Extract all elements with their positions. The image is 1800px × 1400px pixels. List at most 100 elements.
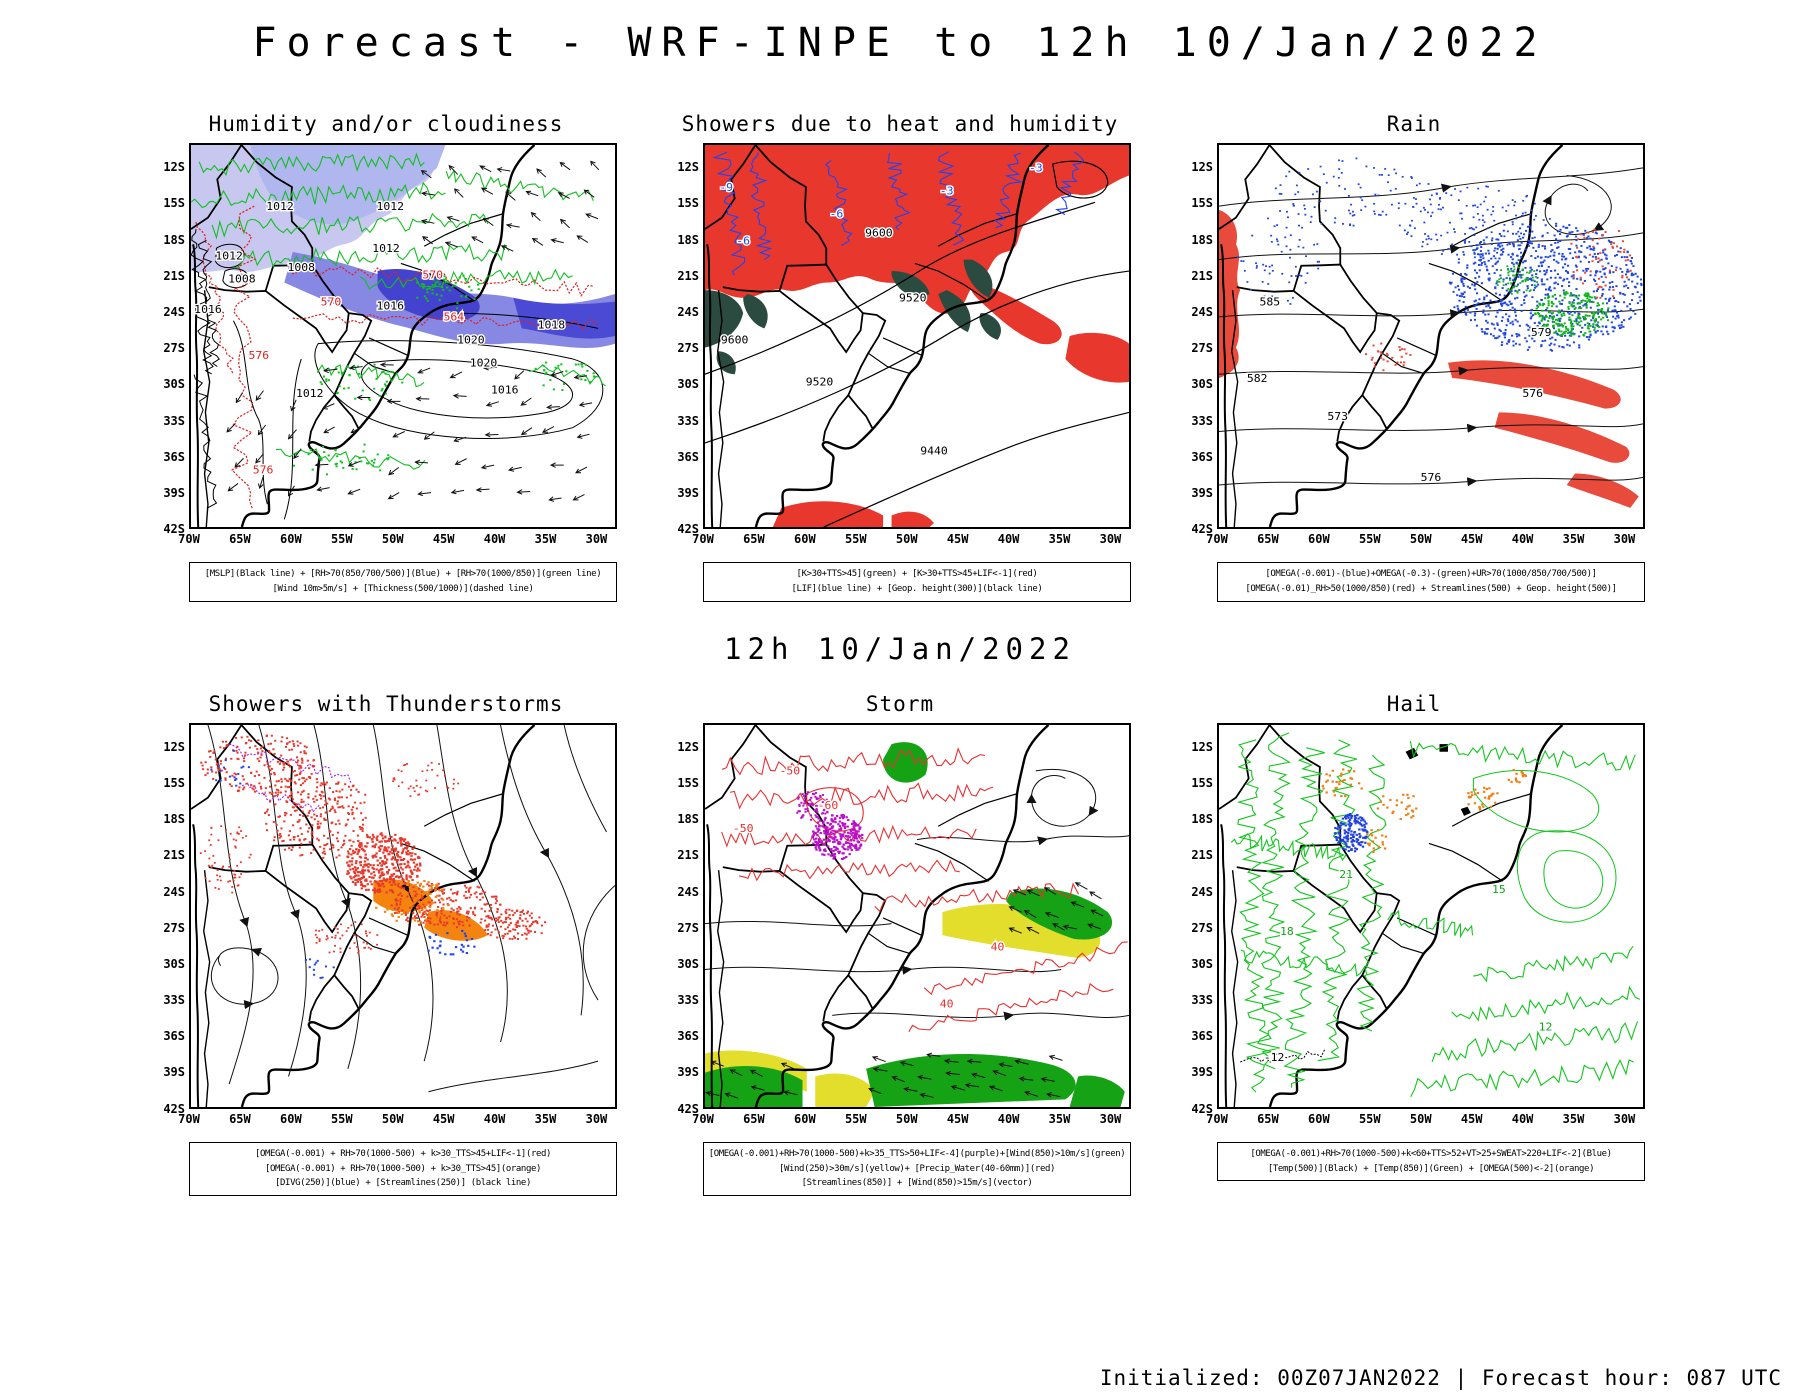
lat-tick-label: 18S bbox=[163, 232, 185, 247]
lon-tick-label: 35W bbox=[1562, 1111, 1585, 1126]
map-canvas: 9600 9600 9520 9520 9440 -3 -6 -3 -6 -9 bbox=[703, 143, 1131, 529]
contour-label: 579 bbox=[1531, 327, 1552, 339]
contour-label: -50 bbox=[779, 765, 800, 777]
lon-tick-label: 70W bbox=[178, 1111, 200, 1126]
longitude-axis: 70W 65W 60W 55W 50W 45W 40W 35W 30W bbox=[1206, 529, 1645, 549]
lon-tick-label: 45W bbox=[1460, 1111, 1483, 1126]
lon-tick-label: 55W bbox=[330, 1111, 353, 1126]
latitude-axis: 12S 15S 18S 21S 24S 27S 30S 33S 36S 39S 42S bbox=[1183, 723, 1217, 1116]
lat-tick-label: 30S bbox=[677, 956, 699, 971]
contour-label: 21 bbox=[1339, 868, 1353, 880]
lon-tick-label: 55W bbox=[1358, 532, 1381, 546]
lon-tick-label: 60W bbox=[280, 532, 302, 546]
lon-tick-label: 65W bbox=[743, 532, 765, 546]
panel-title: Humidity and/or cloudiness bbox=[208, 112, 564, 136]
init-info: Initialized: 00Z07JAN2022 | Forecast hou… bbox=[1099, 1366, 1782, 1390]
forecast-panel-hail: Hail 12S 15S 18S 21S 24S 27S 30S 33S 36S 39S 42S -… bbox=[1183, 692, 1645, 1197]
caption-line: [OMEGA(-0.001)+RH>70(1000-500)+k<60+TTS>… bbox=[1250, 1148, 1612, 1159]
contour-label: 9600 bbox=[721, 334, 749, 346]
caption-line: [MSLP](Black line) + [RH>70(850/700/500)… bbox=[204, 569, 602, 579]
lat-tick-label: 18S bbox=[677, 812, 699, 827]
contour-label: 1016 bbox=[377, 300, 405, 312]
lat-tick-label: 15S bbox=[1191, 775, 1213, 790]
contour-label: 1018 bbox=[538, 319, 566, 331]
lon-tick-label: 35W bbox=[534, 1111, 557, 1126]
caption-line: [Wind(250)>30m/s](yellow)+ [Precip_Water… bbox=[778, 1163, 1055, 1174]
lon-tick-label: 45W bbox=[432, 532, 455, 546]
lat-tick-label: 39S bbox=[1191, 1065, 1213, 1080]
map-canvas: -50 -60 -50 40 40 bbox=[703, 722, 1131, 1109]
lat-tick-label: 36S bbox=[677, 449, 699, 464]
lon-tick-label: 30W bbox=[585, 532, 608, 546]
latitude-axis: 12S 15S 18S 21S 24S 27S 30S 33S 36S 39S 42S bbox=[155, 723, 189, 1116]
contour-label: -6 bbox=[830, 208, 844, 220]
longitude-axis: 70W 65W 60W 55W 50W 45W 40W 35W 30W bbox=[692, 529, 1131, 549]
lat-tick-label: 21S bbox=[1191, 268, 1213, 283]
contour-label: -3 bbox=[940, 185, 954, 197]
lat-tick-label: 15S bbox=[163, 775, 185, 790]
lat-tick-label: 27S bbox=[1191, 340, 1213, 355]
caption-line: [Temp(500)](Black) + [Temp(850)](Green) … bbox=[1267, 1163, 1595, 1174]
lat-tick-label: 30S bbox=[163, 377, 185, 392]
lon-tick-label: 65W bbox=[1257, 1111, 1279, 1126]
caption-line: [OMEGA(-0.001)+RH>70(1000-500)+k>35_TTS>… bbox=[708, 1148, 1126, 1159]
lon-tick-label: 35W bbox=[1048, 1111, 1071, 1126]
lat-tick-label: 24S bbox=[1191, 884, 1213, 899]
lon-tick-label: 60W bbox=[794, 1111, 816, 1126]
lat-tick-label: 15S bbox=[677, 196, 699, 211]
caption-line: [OMEGA(-0.001) + RH>70(1000-500) + k>30_… bbox=[264, 1163, 541, 1174]
lat-tick-label: 12S bbox=[163, 160, 185, 175]
lat-tick-label: 42S bbox=[677, 522, 699, 536]
forecast-panel-humidity: Humidity and/or cloudiness 12S 15S 18S 21S 2… bbox=[155, 112, 617, 602]
contour-label: -9 bbox=[719, 181, 733, 193]
lat-tick-label: 39S bbox=[163, 485, 185, 500]
lat-tick-label: 18S bbox=[1191, 812, 1213, 827]
lon-tick-label: 30W bbox=[1613, 532, 1636, 546]
contour-label: 1016 bbox=[491, 384, 519, 396]
contour-label: 9520 bbox=[899, 292, 927, 304]
contour-label: -3 bbox=[1029, 162, 1043, 174]
lat-tick-label: 24S bbox=[1191, 304, 1213, 319]
contour-label: 40 bbox=[940, 998, 954, 1010]
lat-tick-label: 36S bbox=[163, 449, 185, 464]
lat-tick-label: 24S bbox=[163, 304, 185, 319]
contour-label: -60 bbox=[818, 799, 839, 811]
contour-label: 570 bbox=[321, 296, 342, 308]
lat-tick-label: 30S bbox=[163, 956, 185, 971]
contour-label: 1012 bbox=[215, 250, 243, 262]
lat-tick-label: 33S bbox=[1191, 413, 1213, 428]
lat-tick-label: 24S bbox=[677, 304, 699, 319]
lon-tick-label: 60W bbox=[1308, 532, 1330, 546]
forecast-panel-showers-heat: Showers due to heat and humidity 12S 15S 1… bbox=[669, 112, 1131, 602]
contour-label: 9520 bbox=[806, 376, 834, 388]
contour-label: 570 bbox=[422, 269, 443, 281]
lon-tick-label: 30W bbox=[585, 1111, 608, 1126]
contour-label: 1012 bbox=[372, 242, 400, 254]
weather-map: -50 -60 -50 40 40 bbox=[705, 725, 1129, 1107]
panel-row-top: Humidity and/or cloudiness 12S 15S 18S 21S 2… bbox=[0, 112, 1800, 602]
contour-label: -6 bbox=[736, 235, 750, 247]
forecast-panel-thunderstorms: Showers with Thunderstorms 12S 15S 18S 21S 2… bbox=[155, 692, 617, 1197]
contour-label: 12 bbox=[1539, 1021, 1553, 1033]
lat-tick-label: 18S bbox=[1191, 232, 1213, 247]
contour-label: 40 bbox=[991, 941, 1005, 953]
weather-map: -12 15 18 12 21 bbox=[1219, 725, 1643, 1107]
lat-tick-label: 15S bbox=[1191, 196, 1213, 211]
contour-label: 1016 bbox=[194, 304, 222, 316]
lon-tick-label: 55W bbox=[844, 1111, 867, 1126]
weather-map: 1012 1012 1012 1008 1012 1016 1008 570 564 576 570… bbox=[191, 145, 615, 527]
contour-label: 576 bbox=[1421, 472, 1442, 484]
lon-tick-label: 40W bbox=[483, 1111, 506, 1126]
lat-tick-label: 39S bbox=[163, 1065, 185, 1080]
map-canvas: 585 582 579 576 573 576 bbox=[1217, 143, 1645, 529]
panel-title: Storm bbox=[865, 691, 935, 716]
lon-tick-label: 40W bbox=[1511, 532, 1534, 546]
lon-tick-label: 30W bbox=[1099, 532, 1122, 546]
lon-tick-label: 55W bbox=[844, 532, 867, 546]
contour-label: 576 bbox=[1522, 388, 1543, 400]
contour-label: 576 bbox=[249, 349, 270, 361]
panel-title: Rain bbox=[1386, 112, 1442, 136]
lat-tick-label: 33S bbox=[677, 993, 699, 1008]
lat-tick-label: 24S bbox=[677, 884, 699, 899]
legend-caption: [OMEGA(-0.001)+RH>70(1000-500)+k<60+TTS>… bbox=[1217, 1141, 1645, 1182]
